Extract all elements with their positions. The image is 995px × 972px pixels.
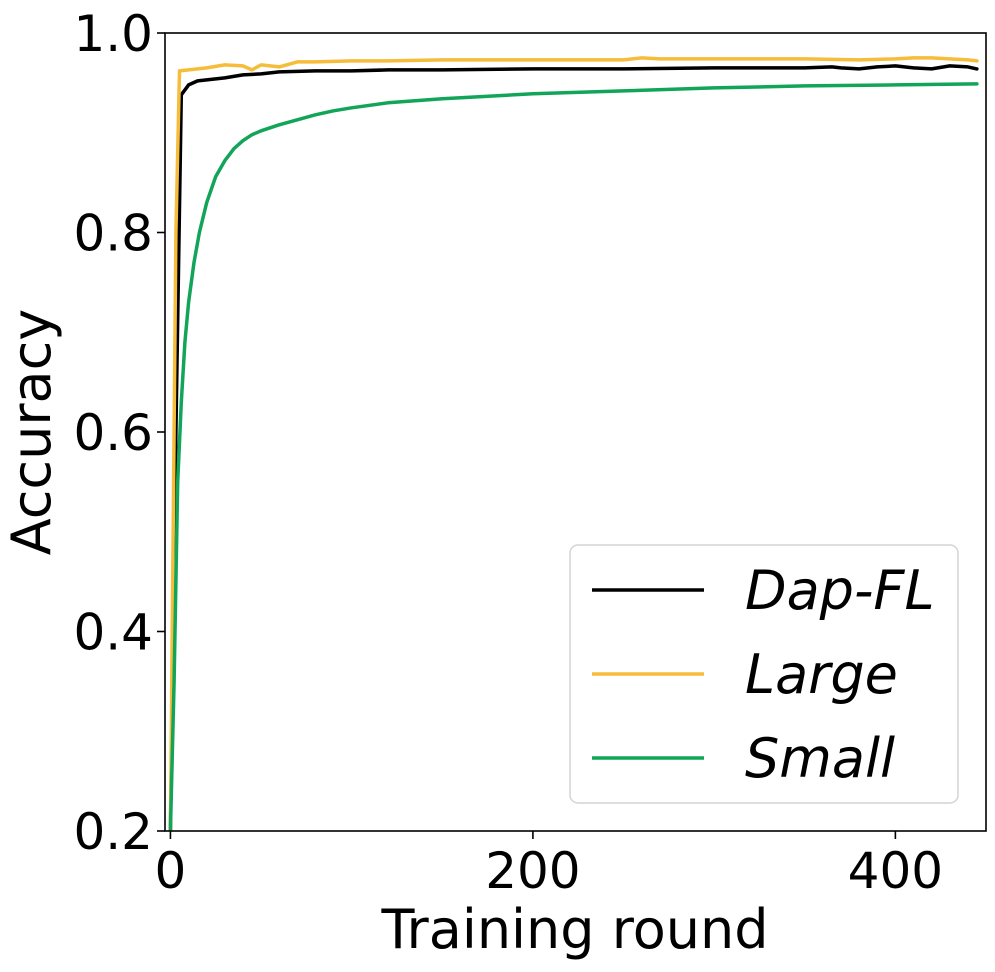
- legend-label-large: Large: [745, 643, 898, 706]
- y-axis-label: Accuracy: [0, 309, 63, 556]
- y-tick-label: 1.0: [73, 5, 153, 63]
- legend-label-dap-fl: Dap-FL: [745, 559, 935, 622]
- y-tick-label: 0.4: [73, 604, 153, 662]
- x-tick-label: 200: [485, 842, 580, 900]
- y-tick-label: 0.8: [73, 205, 153, 263]
- accuracy-line-chart: 0 200 400 0.2 0.4 0.6 0.8 1.0 Training round A…: [0, 0, 995, 972]
- y-tick-label: 0.6: [73, 404, 153, 462]
- x-tick-label: 0: [155, 842, 187, 900]
- legend-label-small: Small: [745, 727, 895, 790]
- x-axis-label: Training round: [380, 898, 768, 961]
- legend: Dap-FL Large Small: [570, 545, 958, 803]
- x-tick-label: 400: [848, 842, 943, 900]
- y-tick-label: 0.2: [73, 803, 153, 861]
